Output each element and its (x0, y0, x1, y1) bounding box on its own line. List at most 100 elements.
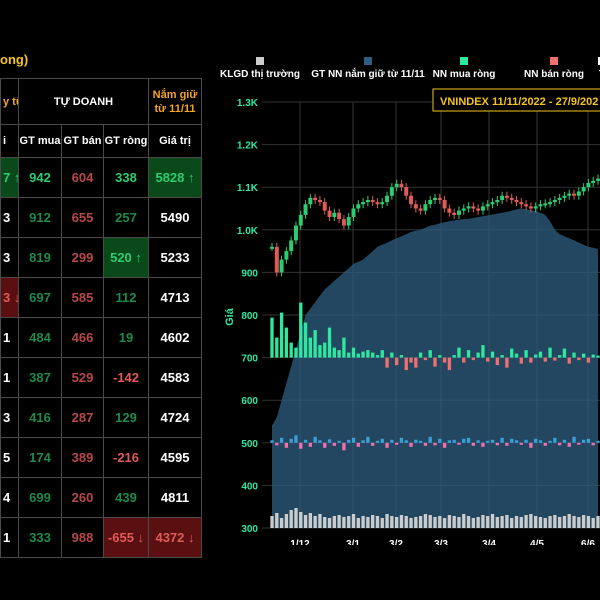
volume-bar (505, 515, 509, 528)
td-net-bar (486, 440, 490, 443)
group-header-left: y từ (0, 78, 19, 125)
candle-body (514, 199, 519, 203)
table-row: 5 174 389 -216 4595 (0, 437, 202, 478)
col-header-net: GT ròng (103, 124, 149, 158)
nn-net-bar (548, 347, 552, 358)
nn-net-bar (390, 352, 394, 358)
chart-title-frame (432, 88, 600, 112)
td-net-bar (399, 437, 404, 443)
y-axis: 300 400 500 600 700 800 900 1.0K 1.1K 1.2K 1.3K Giá (224, 98, 259, 535)
nn-net-bar (313, 330, 317, 358)
nn-net-bar (572, 352, 576, 358)
volume-bar (399, 515, 404, 528)
candle-body (552, 199, 557, 203)
volume-bar (356, 518, 360, 528)
volume-bar (462, 514, 466, 528)
nn-net-bar (567, 357, 571, 364)
td-net-bar (409, 442, 413, 447)
candle-body (404, 187, 409, 196)
nn-net-bar (308, 337, 313, 358)
cell-net: -216 (103, 437, 149, 478)
td-net-bar (471, 442, 476, 446)
candle-body (596, 178, 600, 181)
candle-body (567, 193, 572, 196)
nn-net-bar (323, 342, 327, 358)
legend-swatch (550, 57, 558, 65)
volume-bar (380, 518, 384, 528)
volume-bar (347, 516, 351, 528)
nn-net-bar (529, 357, 533, 363)
nn-net-bar (438, 355, 442, 358)
nn-net-bar (534, 354, 538, 358)
x-axis: 1/12 3/1 3/2 3/3 3/4 4/5 6/6 (290, 539, 595, 545)
volume-bar (486, 516, 490, 528)
cell-prev: 3 ↓ (0, 277, 19, 318)
volume-bar (303, 515, 308, 528)
candle-body (351, 208, 356, 218)
td-net-bar (308, 442, 313, 447)
td-net-bar (586, 438, 591, 443)
cell-sell: 466 (61, 317, 104, 358)
legend-swatch (256, 57, 264, 65)
td-net-bar (270, 440, 274, 443)
cell-buy: 819 (18, 237, 62, 278)
candle-body (293, 225, 298, 241)
nn-net-bar (347, 352, 351, 358)
table-row: 1 484 466 19 4602 (0, 317, 202, 358)
candle-body (452, 212, 457, 215)
td-net-bar (557, 442, 562, 446)
candle-body (361, 202, 366, 205)
candle-body (442, 199, 447, 209)
cell-value: 5828 ↑ (148, 157, 202, 198)
nn-net-bar (553, 357, 557, 361)
volume-bar (553, 515, 557, 528)
td-net-bar (462, 438, 466, 443)
cell-value: 4602 (148, 317, 202, 358)
candle-body (500, 195, 505, 200)
cell-buy: 333 (18, 517, 62, 558)
td-net-bar (332, 442, 336, 446)
volume-bar (524, 515, 528, 528)
volume-bar (318, 514, 322, 528)
candle-body (557, 197, 562, 200)
nn-net-bar (404, 357, 408, 371)
nn-net-bar (577, 357, 581, 361)
nn-net-bar (299, 302, 303, 358)
volume-bar (308, 513, 313, 528)
cell-buy: 912 (18, 197, 62, 238)
legend-label: NN bán ròng (524, 69, 584, 80)
candle-body (495, 199, 500, 203)
nn-net-bar (303, 322, 308, 358)
nn-net-bar (371, 352, 375, 358)
volume-bar (361, 516, 365, 528)
cell-value: 4713 (148, 277, 202, 318)
volume-bar (529, 514, 533, 528)
cell-net: -142 (103, 357, 149, 398)
nn-net-bar (294, 347, 298, 358)
nn-net-bar (442, 357, 447, 363)
volume-bar (289, 510, 293, 528)
volume-bar (433, 517, 437, 528)
volume-bar (279, 518, 284, 528)
candle-body (394, 183, 399, 188)
cell-net: 112 (103, 277, 149, 318)
nn-net-bar (337, 350, 341, 358)
volume-bar (476, 517, 480, 528)
candle-body (485, 204, 490, 207)
cell-value: 5233 (148, 237, 202, 278)
nn-net-bar (538, 351, 543, 358)
td-net-bar (481, 442, 485, 447)
x-tick-label: 3/3 (434, 539, 448, 545)
candle-body (389, 187, 394, 196)
td-net-bar (375, 440, 380, 443)
x-tick-label: 3/4 (482, 539, 496, 545)
chart-title-box: VNINDEX 11/11/2022 - 27/9/202 (432, 88, 600, 112)
nn-net-bar (366, 350, 370, 358)
volume-bar (481, 515, 485, 528)
candle-body (370, 199, 375, 203)
y-tick-label: 500 (241, 439, 258, 450)
nn-net-bar (409, 357, 413, 363)
candle-body (356, 204, 361, 209)
volume-bar (284, 514, 289, 528)
td-net-bar (299, 442, 303, 449)
